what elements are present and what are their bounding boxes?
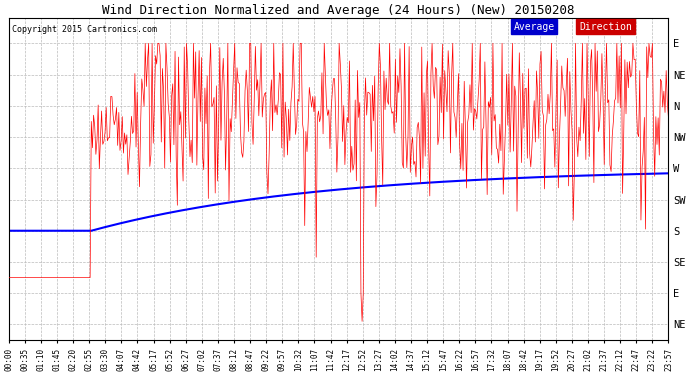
Text: Copyright 2015 Cartronics.com: Copyright 2015 Cartronics.com xyxy=(12,25,157,34)
Text: Direction: Direction xyxy=(580,21,632,32)
Title: Wind Direction Normalized and Average (24 Hours) (New) 20150208: Wind Direction Normalized and Average (2… xyxy=(102,4,575,17)
Text: Average: Average xyxy=(513,21,555,32)
